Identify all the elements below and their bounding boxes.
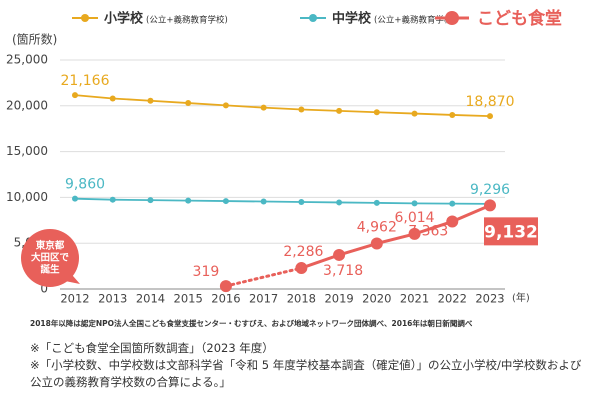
y-tick-label: 10,000: [6, 190, 48, 204]
x-tick-label: 2015: [174, 292, 203, 306]
point: [260, 104, 267, 111]
point: [295, 262, 308, 275]
value-label: 9,296: [470, 182, 510, 198]
point: [147, 97, 154, 104]
value-label: 9,860: [65, 177, 105, 193]
annotation-text: 誕生: [40, 264, 60, 276]
point: [446, 215, 459, 228]
point: [260, 198, 267, 205]
notes: ※「こども食堂全国箇所数調査」（2023 年度） ※「小学校数、中学校数は文部科…: [30, 340, 585, 391]
annotation-bubble: [21, 229, 79, 287]
x-tick-label: 2013: [98, 292, 127, 306]
line: [74, 94, 491, 118]
point: [185, 197, 192, 204]
value-label: 18,870: [466, 94, 515, 110]
point: [336, 107, 343, 114]
point: [298, 106, 305, 113]
point: [373, 199, 380, 206]
y-tick-label: 20,000: [6, 98, 48, 112]
legend-label: 小学校: [104, 11, 144, 27]
y-tick-label: 25,000: [6, 53, 48, 67]
x-tick-label: 2017: [249, 292, 278, 306]
point: [222, 102, 229, 109]
value-label: 6,014: [394, 210, 434, 226]
value-label: 9,132: [484, 222, 538, 242]
x-tick-label: 2022: [438, 292, 467, 306]
note: ※「こども食堂全国箇所数調査」（2023 年度）: [30, 341, 274, 355]
point: [411, 200, 418, 207]
point: [408, 227, 421, 240]
annotation-text: 大田区で: [31, 252, 70, 264]
point: [222, 198, 229, 205]
x-tick-label: 2020: [362, 292, 391, 306]
point: [298, 198, 305, 205]
x-tick-label: 2012: [60, 292, 89, 306]
point: [219, 280, 232, 293]
point: [72, 92, 78, 99]
value-label: 319: [193, 264, 220, 280]
value-label: 4,962: [357, 220, 397, 236]
point: [72, 195, 78, 202]
point: [109, 95, 116, 102]
legend-label: こども食堂: [477, 8, 562, 29]
point: [373, 109, 380, 116]
point: [336, 199, 343, 206]
y-label: (箇所数): [12, 32, 57, 47]
legend-note: (公立+義務教育学校): [146, 15, 228, 26]
note: ※「小学校数、中学校数は文部科学省「令和 5 年度学校基本調査（確定値）」の公立…: [30, 358, 582, 389]
y-tick-label: 15,000: [6, 144, 48, 158]
x-tick-label: 2021: [400, 292, 429, 306]
x-tick-label: 2016: [211, 292, 240, 306]
point: [147, 197, 154, 204]
x-unit: (年): [512, 291, 530, 304]
x-tick-label: 2018: [287, 292, 316, 306]
chart: (箇所数) (年) 2018年以降は認定NPO法人全国こども食堂支援センター・む…: [6, 8, 562, 328]
x-tick-label: 2023: [475, 292, 504, 306]
point: [185, 100, 192, 107]
point: [109, 196, 116, 203]
value-label: 2,286: [283, 244, 323, 260]
point: [449, 200, 456, 207]
legend-label: 中学校: [332, 11, 372, 27]
value-label: 7,363: [408, 224, 448, 240]
point: [484, 199, 496, 212]
point: [333, 248, 346, 261]
source: 2018年以降は認定NPO法人全国こども食堂支援センター・むすびえ、および地域ネ…: [30, 318, 473, 328]
y-tick-label: 0: [40, 282, 48, 296]
point: [411, 110, 418, 117]
value-label-box: [484, 217, 538, 246]
line: [74, 197, 491, 205]
point: [449, 111, 456, 118]
x-tick-label: 2014: [136, 292, 165, 306]
legend-dot: [81, 14, 89, 22]
point: [370, 237, 383, 250]
legend-dot: [309, 14, 317, 22]
line: [300, 203, 491, 270]
value-label: 21,166: [61, 73, 110, 89]
gap-bridge: [224, 266, 303, 288]
x-tick-label: 2019: [324, 292, 353, 306]
legend-dot: [445, 11, 459, 25]
annotation-text: 東京都: [35, 240, 65, 252]
value-label: 3,718: [323, 263, 363, 279]
point: [487, 113, 493, 120]
legend-note: (公立+義務教育学校): [374, 15, 456, 26]
